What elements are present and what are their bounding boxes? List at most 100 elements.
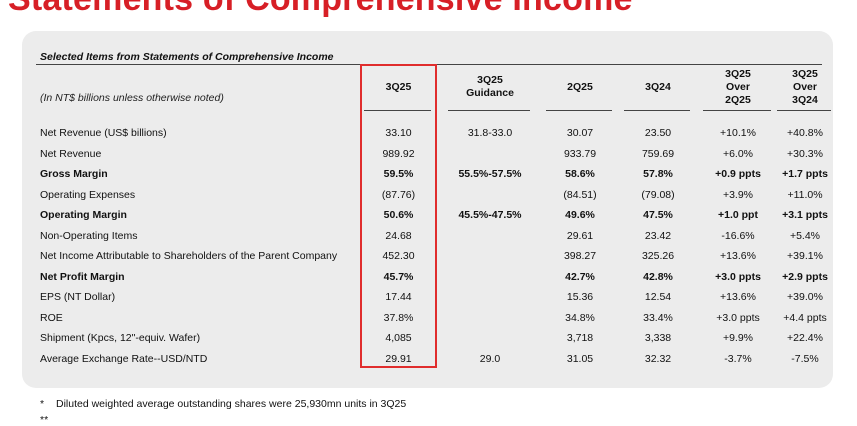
table-cell: (84.51) [563,188,597,201]
column-header: 3Q25 [362,64,435,110]
table-cell: 47.5% [643,209,673,221]
table-cell: 3,718 [566,332,594,344]
column-header-line: Over [726,80,750,93]
table-cell: +3.9% [722,188,754,201]
column-header-rule [777,110,831,111]
table-cell: 989.92 [382,147,415,160]
table-cell: 24.68 [385,229,412,242]
column-header-line: 2Q25 [567,80,593,93]
table-panel [22,31,833,388]
footnote-2: ** [40,414,48,426]
table-cell: (87.76) [381,188,416,201]
table-cell: +10.1% [720,127,756,139]
table-cell [446,308,534,328]
column-header-rule [546,110,612,111]
column-header-line: 2Q25 [725,93,751,106]
table-cell [446,328,534,348]
row-label: Operating Margin [40,209,127,221]
row-label: Shipment (Kpcs, 12"-equiv. Wafer) [40,332,201,344]
table-cell: -3.7% [724,352,752,365]
table-cell: 325.26 [641,250,675,262]
row-label: Gross Margin [40,168,108,180]
table-cell: 37.8% [383,311,414,324]
table-cell: 45.5%-47.5% [458,209,522,221]
column-header-line: Guidance [466,87,514,99]
table-cell [446,185,534,205]
column-header: 3Q25 Guidance [446,64,534,110]
table-cell: +0.9 ppts [715,168,761,180]
column-header-line: 3Q25 [725,67,751,80]
table-row: Non-Operating Items 24.68 29.61 23.42 -16.6%… [0,226,857,246]
table-cell: 30.07 [566,127,594,139]
table-cell: 31.05 [566,352,594,365]
column-header-rule [448,110,530,111]
table-caption: Selected Items from Statements of Compre… [40,51,334,63]
table-cell [446,267,534,287]
table-cell: 29.0 [479,352,501,365]
table-cell: +2.9 ppts [782,270,828,283]
table-row: EPS (NT Dollar) 17.44 15.36 12.54 +13.6% +39.… [0,287,857,307]
table-cell: +9.9% [722,332,754,344]
table-cell: +3.1 ppts [782,209,828,221]
table-cell: 398.27 [563,250,597,262]
column-header-rule [624,110,690,111]
table-cell: 29.91 [385,352,412,365]
table-cell: +13.6% [720,250,756,262]
table-cell: +30.3% [787,147,823,160]
table-cell: +22.4% [787,332,823,344]
units-note: (In NT$ billions unless otherwise noted) [40,92,224,104]
table-cell: +39.0% [787,291,823,303]
table-row: Operating Margin 50.6% 45.5%-47.5% 49.6% 47.… [0,205,857,225]
table-cell: 57.8% [643,168,673,180]
table-row: Gross Margin 59.5% 55.5%-57.5% 58.6% 57.8% +0… [0,164,857,184]
table-cell: -16.6% [721,229,755,242]
table-cell: +5.4% [789,229,821,242]
column-header-rule [364,110,431,111]
table-cell: +4.4 ppts [783,311,827,324]
table-cell: 33.10 [385,127,412,139]
table-cell: +3.0 ppts [715,270,761,283]
row-label: Net Revenue [40,147,102,160]
table-cell: 23.50 [644,127,672,139]
table-cell: +40.8% [787,127,823,139]
slide-title: Statements of Comprehensive Income [8,0,633,19]
table-cell: 452.30 [382,250,415,262]
table-row: Shipment (Kpcs, 12"-equiv. Wafer) 4,085 3,… [0,328,857,348]
row-label: EPS (NT Dollar) [40,291,116,303]
footnote-mark: * [40,398,45,410]
row-label: Average Exchange Rate--USD/NTD [40,352,208,365]
table-cell: 33.4% [643,311,673,324]
table-cell [446,287,534,307]
table-cell: -7.5% [791,352,819,365]
table-cell: +39.1% [787,250,823,262]
column-header: 3Q25 Over 2Q25 [701,64,775,110]
table-row: Operating Expenses (87.76) (84.51) (79.08) +… [0,185,857,205]
table-cell: +11.0% [787,188,823,201]
table-cell: 42.8% [643,270,673,283]
table-cell [446,226,534,246]
column-header-line: 3Q25 [477,74,503,86]
table-cell: 31.8-33.0 [467,127,513,139]
column-header-line: 3Q25 [792,67,818,80]
row-label: Net Revenue (US$ billions) [40,127,167,139]
table-cell: 42.7% [565,270,595,283]
row-label: Non-Operating Items [40,229,138,242]
table-cell: 45.7% [383,270,414,283]
table-row: Net Income Attributable to Shareholders … [0,246,857,266]
column-header-line: 3Q25 [385,80,412,93]
table-cell: +13.6% [720,291,756,303]
column-header: 3Q24 [622,64,694,110]
table-cell: 3,338 [644,332,672,344]
table-row: Net Profit Margin 45.7% 42.7% 42.8% +3.0 ppt… [0,267,857,287]
table-cell: 49.6% [565,209,595,221]
column-header: 3Q25 Over 3Q24 [775,64,835,110]
table-cell: 55.5%-57.5% [458,168,522,180]
table-row: Net Revenue (US$ billions) 33.10 31.8-33.0… [0,123,857,143]
table-cell [446,144,534,164]
row-label: Net Income Attributable to Shareholders … [40,250,338,262]
table-cell: 58.6% [565,168,595,180]
table-cell [446,246,534,266]
row-label: ROE [40,311,63,324]
footnote-mark: ** [40,414,49,426]
table-row: Average Exchange Rate--USD/NTD 29.91 29.0 3… [0,349,857,369]
